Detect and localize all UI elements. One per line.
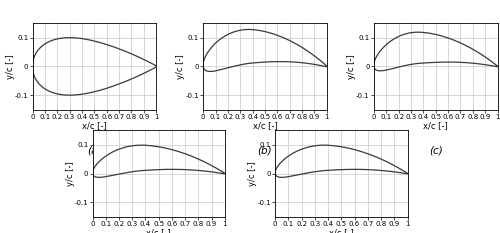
X-axis label: x/c [-]: x/c [-] xyxy=(82,121,106,130)
Y-axis label: y/c [-]: y/c [-] xyxy=(6,54,15,79)
Y-axis label: y/c [-]: y/c [-] xyxy=(248,161,257,186)
Y-axis label: y/c [-]: y/c [-] xyxy=(176,54,185,79)
X-axis label: x/c [-]: x/c [-] xyxy=(252,121,278,130)
Text: (a): (a) xyxy=(87,146,102,156)
Y-axis label: y/c [-]: y/c [-] xyxy=(347,54,356,79)
Text: (c): (c) xyxy=(429,146,442,156)
Y-axis label: y/c [-]: y/c [-] xyxy=(66,161,74,186)
X-axis label: x/c [-]: x/c [-] xyxy=(424,121,448,130)
X-axis label: x/c [-]: x/c [-] xyxy=(329,228,353,233)
Text: (b): (b) xyxy=(258,146,272,156)
X-axis label: x/c [-]: x/c [-] xyxy=(146,228,171,233)
